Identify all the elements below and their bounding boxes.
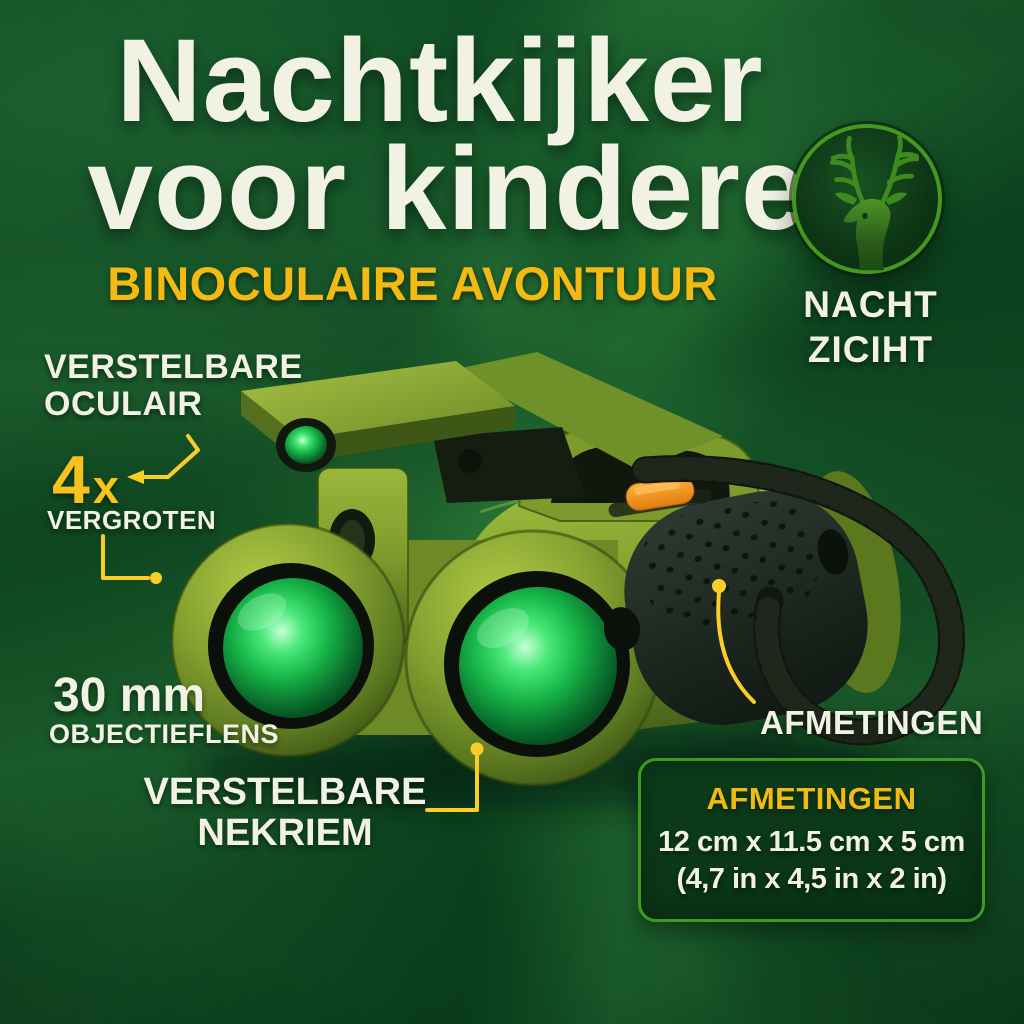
left-barrel [170,522,406,758]
callout-dot-dimensions [712,579,726,593]
deer-icon [829,135,920,271]
night-vision-badge [792,124,942,274]
callout-objective-label: OBJECTIEFLENS [49,719,280,749]
callout-line-magnification [101,534,150,580]
callout-line-neck-strap [425,747,479,812]
subtitle: BINOCULAIRE AVONTUUR [107,257,718,310]
side-hole [603,607,641,651]
callout-dimensions-label: AFMETINGEN [760,704,984,741]
callout-ocular-line-2: OCULAIR [44,385,203,423]
callout-dot-neck-strap [470,742,484,756]
dimensions-metric: 12 cm x 11.5 cm x 5 cm [658,826,965,858]
callout-arrow-ocular [127,470,144,484]
callout-lines [101,434,756,812]
callout-line-dimensions [716,590,756,704]
callout-line-ocular [142,434,200,479]
dimensions-imperial: (4,7 in x 4,5 in x 2 in) [676,863,947,895]
badge-label-line-1: NACHT [803,284,938,325]
badge-label-line-2: ZICIHT [807,329,934,370]
callout-dot-magnification [150,572,162,584]
callout-ocular-line-1: VERSTELBARE [44,348,303,386]
callout-magnification: 4x [52,446,119,514]
popup-scope [241,352,723,503]
neck-strap [631,455,965,746]
callout-neck-strap-label: VERSTELBARE NEKRIEM [118,772,452,854]
right-barrel [404,529,662,787]
magnification-number: 4 [52,442,90,518]
dimensions-box-title: AFMETINGEN [706,781,917,816]
callout-neck-strap-line-1: VERSTELBARE [143,771,427,813]
magnification-suffix: x [92,460,119,513]
callout-magnification-label: VERGROTEN [47,505,217,535]
strap-slot [817,529,849,575]
callout-objective-value: 30 mm [53,669,206,722]
title-line-1: Nachtkijker [116,15,764,147]
power-button [608,476,712,518]
callout-neck-strap-line-2: NEKRIEM [197,812,373,854]
dimensions-box: AFMETINGEN 12 cm x 11.5 cm x 5 cm (4,7 i… [638,758,985,922]
title-line-2: voor kindere [87,123,808,255]
